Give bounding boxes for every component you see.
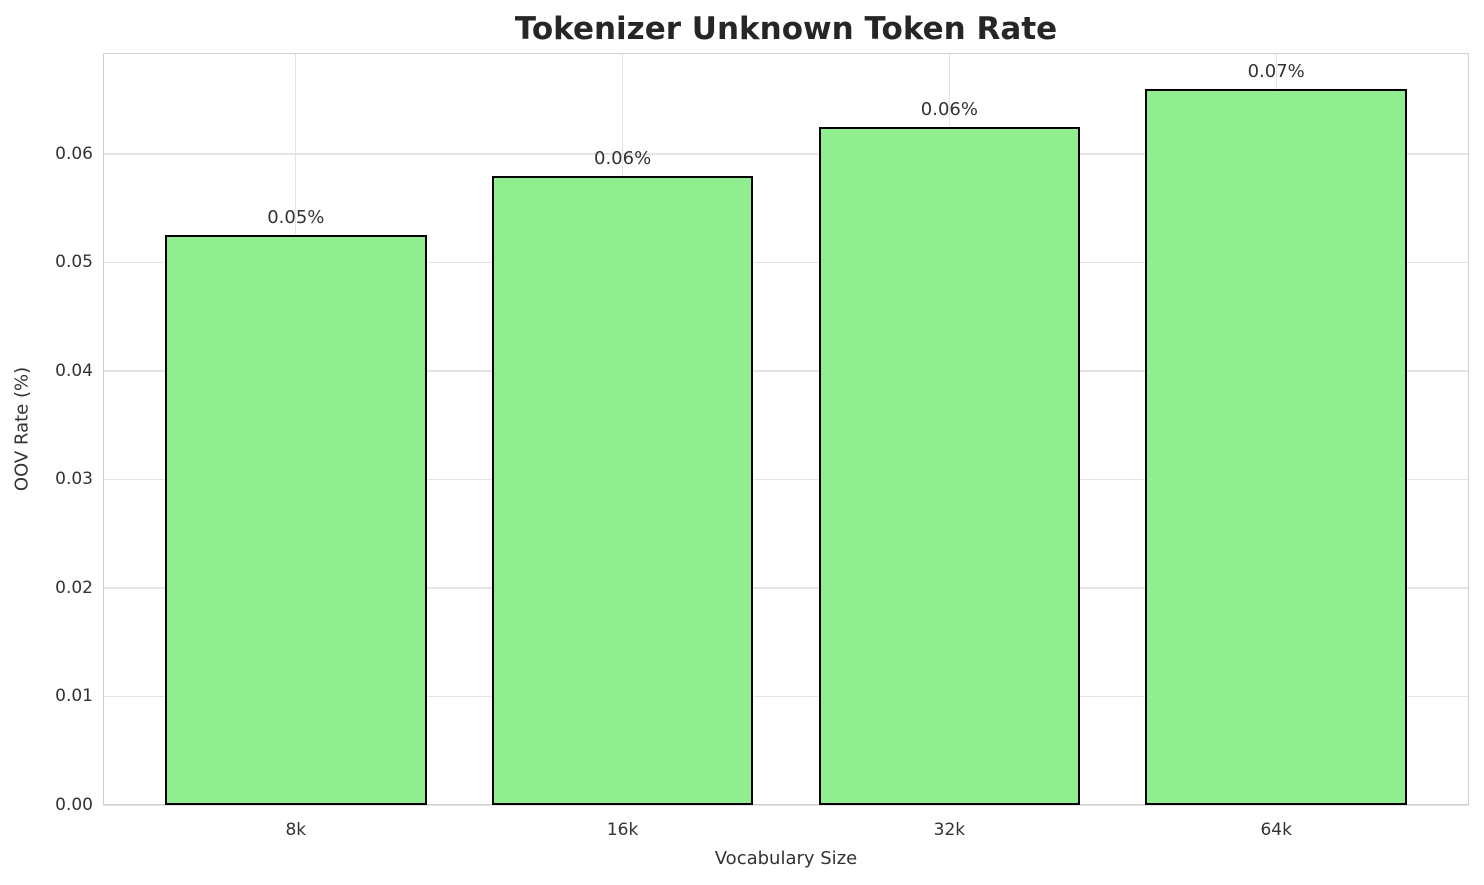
bar-16k <box>491 175 754 805</box>
bar-32k <box>818 126 1081 805</box>
y-axis-label: OOV Rate (%) <box>11 366 33 492</box>
y-tick-0.04: 0.04 <box>55 360 93 381</box>
h-gridline <box>103 370 1469 372</box>
y-tick-0.01: 0.01 <box>55 686 93 707</box>
h-gridline <box>103 695 1469 698</box>
bar-value-label-16k: 0.06% <box>594 147 652 169</box>
bar-value-label-8k: 0.05% <box>267 207 325 229</box>
h-gridline <box>103 478 1469 481</box>
bar-64k <box>1145 88 1407 805</box>
y-tick-0.06: 0.06 <box>55 143 93 164</box>
x-tick-64k: 64k <box>1260 820 1292 840</box>
x-tick-16k: 16k <box>606 820 639 840</box>
x-tick-32k: 32k <box>933 820 966 840</box>
x-tick-8k: 8k <box>285 820 307 840</box>
chart-title: Tokenizer Unknown Token Rate <box>514 11 1058 47</box>
h-gridline <box>103 587 1469 589</box>
x-axis-label: Vocabulary Size <box>714 848 858 869</box>
h-gridline <box>103 153 1469 155</box>
y-tick-0.02: 0.02 <box>55 577 93 598</box>
y-tick-0.05: 0.05 <box>55 252 93 273</box>
y-tick-0.00: 0.00 <box>55 795 93 815</box>
y-tick-0.03: 0.03 <box>55 469 93 490</box>
plot-area <box>103 53 1469 805</box>
bar-8k <box>165 235 427 805</box>
bar-value-label-32k: 0.06% <box>920 98 978 120</box>
h-gridline <box>103 261 1469 264</box>
bar-value-label-64k: 0.07% <box>1247 60 1305 82</box>
